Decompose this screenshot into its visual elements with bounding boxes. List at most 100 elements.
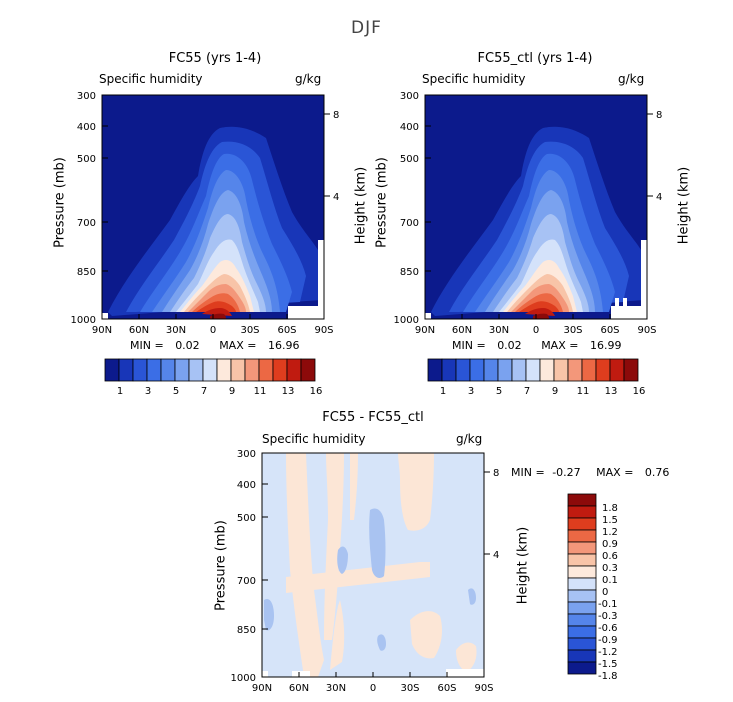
panel1-xtick: 90N	[92, 325, 112, 336]
panel2-level-15	[533, 313, 549, 319]
panel1-colorbar-box	[188, 358, 204, 382]
panel2-ytick: 700	[400, 218, 419, 229]
panel2-colorbar-boxes	[427, 358, 639, 382]
panel2-stats: MIN = 0.02 MAX = 16.99	[452, 339, 621, 352]
panel3-colorbar-label: -0.6	[598, 623, 618, 634]
panel1-colorbar-box	[300, 358, 316, 382]
panel1-ytick: 300	[77, 91, 96, 102]
panel1-colorbar-box	[272, 358, 288, 382]
panel2-xtick: 60S	[600, 325, 619, 336]
panel3-colorbar: 1.8 1.5 1.2 0.9 0.6 0.3 0.1 0 -0.1 -0.3 …	[567, 493, 618, 682]
panel1-colorbar-box	[202, 358, 218, 382]
panel1-ylabel-right: Height (km)	[353, 166, 369, 245]
panel2-ytick: 300	[400, 91, 419, 102]
panel1-xtick: 0	[210, 325, 216, 336]
panel3-positive-region	[456, 642, 477, 672]
panel3-colorbar-box	[567, 541, 597, 555]
panel3-colorbar-box	[567, 553, 597, 567]
panel1-xtick: 60N	[129, 325, 149, 336]
panel1-colorbar-box	[118, 358, 134, 382]
panel2-ytick-right: 8	[656, 110, 662, 121]
panel3-positive-region	[398, 453, 434, 531]
panel1-colorbar: 1 3 5 7 9 11 13 16	[104, 358, 323, 397]
panel3-negative-region	[264, 598, 274, 631]
panel3-colorbar-box	[567, 625, 597, 639]
panel1-units: g/kg	[295, 72, 322, 86]
panel3-colorbar-label: 1.5	[602, 515, 618, 526]
panel3-colorbar-boxes	[567, 493, 597, 675]
panel2-ytick: 500	[400, 154, 419, 165]
panel1-colorbar-label: 16	[310, 386, 323, 397]
panel2-colorbar-label: 9	[552, 386, 558, 397]
panel3-ytick: 300	[237, 449, 256, 460]
panel3-colorbar-label: 1.2	[602, 527, 618, 538]
panel1-colorbar-label: 3	[145, 386, 151, 397]
panel2-ytick-labels: 300 400 500 700 850 1000	[394, 91, 419, 326]
panel2-colorbar-label: 1	[440, 386, 446, 397]
panel3-colorbar-box	[567, 613, 597, 627]
panel3-colorbar-label: 0	[602, 587, 608, 598]
panel1-colorbar-label: 9	[229, 386, 235, 397]
panel1-colorbar-label: 7	[201, 386, 207, 397]
panel2-colorbar: 1 3 5 7 9 11 13 16	[427, 358, 645, 397]
panel1-ytick: 700	[77, 218, 96, 229]
panel2-colorbar-box	[455, 358, 471, 382]
panel2-units: g/kg	[618, 72, 645, 86]
panel1-colorbar-box	[132, 358, 148, 382]
panel2-colorbar-box	[525, 358, 541, 382]
panel1-xtick: 30N	[166, 325, 186, 336]
panel3-colorbar-box	[567, 493, 597, 507]
panel3-xtick: 30N	[326, 683, 346, 694]
panel1-colorbar-box	[160, 358, 176, 382]
panel2-colorbar-label: 3	[468, 386, 474, 397]
panel3-stats: MIN = -0.27 MAX = 0.76	[511, 466, 669, 479]
panel1-xtick: 30S	[240, 325, 259, 336]
panel3-colorbar-label: -0.1	[598, 599, 618, 610]
panel3-max-value: 0.76	[644, 466, 670, 479]
panel2-colorbar-box	[553, 358, 569, 382]
panel3-colorbar-box	[567, 601, 597, 615]
panel3-units: g/kg	[456, 432, 483, 446]
panel2-colorbar-label: 13	[605, 386, 618, 397]
panel3-colorbar-box	[567, 649, 597, 663]
panel1-ticks	[102, 113, 330, 319]
panel3-xtick-labels: 90N 60N 30N 0 30S 60S 90S	[252, 683, 494, 694]
panel3-colorbar-labels: 1.8 1.5 1.2 0.9 0.6 0.3 0.1 0 -0.1 -0.3 …	[598, 503, 618, 682]
panel2-xtick-labels: 90N 60N 30N 0 30S 60S 90S	[415, 325, 657, 336]
panel3-positive-region	[410, 611, 442, 659]
figure-title: DJF	[351, 18, 382, 38]
panel1-colorbar-box	[286, 358, 302, 382]
panel1-colorbar-box	[244, 358, 260, 382]
panel3-ytick: 500	[237, 513, 256, 524]
panel3-negative-region	[337, 546, 348, 574]
panel3-colorbar-label: 0.9	[602, 539, 618, 550]
panel2-colorbar-box	[623, 358, 639, 382]
panel2-colorbar-box	[469, 358, 485, 382]
panel3-colorbar-label: -0.3	[598, 611, 618, 622]
panel1-colorbar-boxes	[104, 358, 316, 382]
panel3-colorbar-box	[567, 589, 597, 603]
panel3-xtick: 60S	[437, 683, 456, 694]
panel1-ytick-right-labels: 8 4	[333, 110, 339, 203]
panel3-positive-region	[286, 562, 430, 593]
panel3-colorbar-label: -1.8	[598, 671, 618, 682]
panel3-xtick: 30S	[400, 683, 419, 694]
panel3-xtick: 0	[370, 683, 376, 694]
panel1-ytick: 850	[77, 267, 96, 278]
panel3-colorbar-box	[567, 529, 597, 543]
panel3-subtitle-left: Specific humidity	[262, 432, 366, 446]
panel1-colorbar-box	[146, 358, 162, 382]
panel1-missing-mask	[102, 240, 324, 319]
panel2-subtitle-left: Specific humidity	[422, 72, 526, 86]
panel2-xtick: 90N	[415, 325, 435, 336]
panel2-colorbar-box	[567, 358, 583, 382]
panel1-colorbar-box	[258, 358, 274, 382]
panel2-min-value: 0.02	[497, 339, 522, 352]
panel2-xtick: 90S	[637, 325, 656, 336]
panel3-ytick: 700	[237, 576, 256, 587]
panel1-xtick-labels: 90N 60N 30N 0 30S 60S 90S	[92, 325, 334, 336]
panel1-ytick: 400	[77, 122, 96, 133]
panel2-ylabel-right: Height (km)	[676, 166, 692, 245]
panel3-ytick-right-labels: 8 4	[493, 468, 499, 561]
panel3-ytick: 400	[237, 480, 256, 491]
